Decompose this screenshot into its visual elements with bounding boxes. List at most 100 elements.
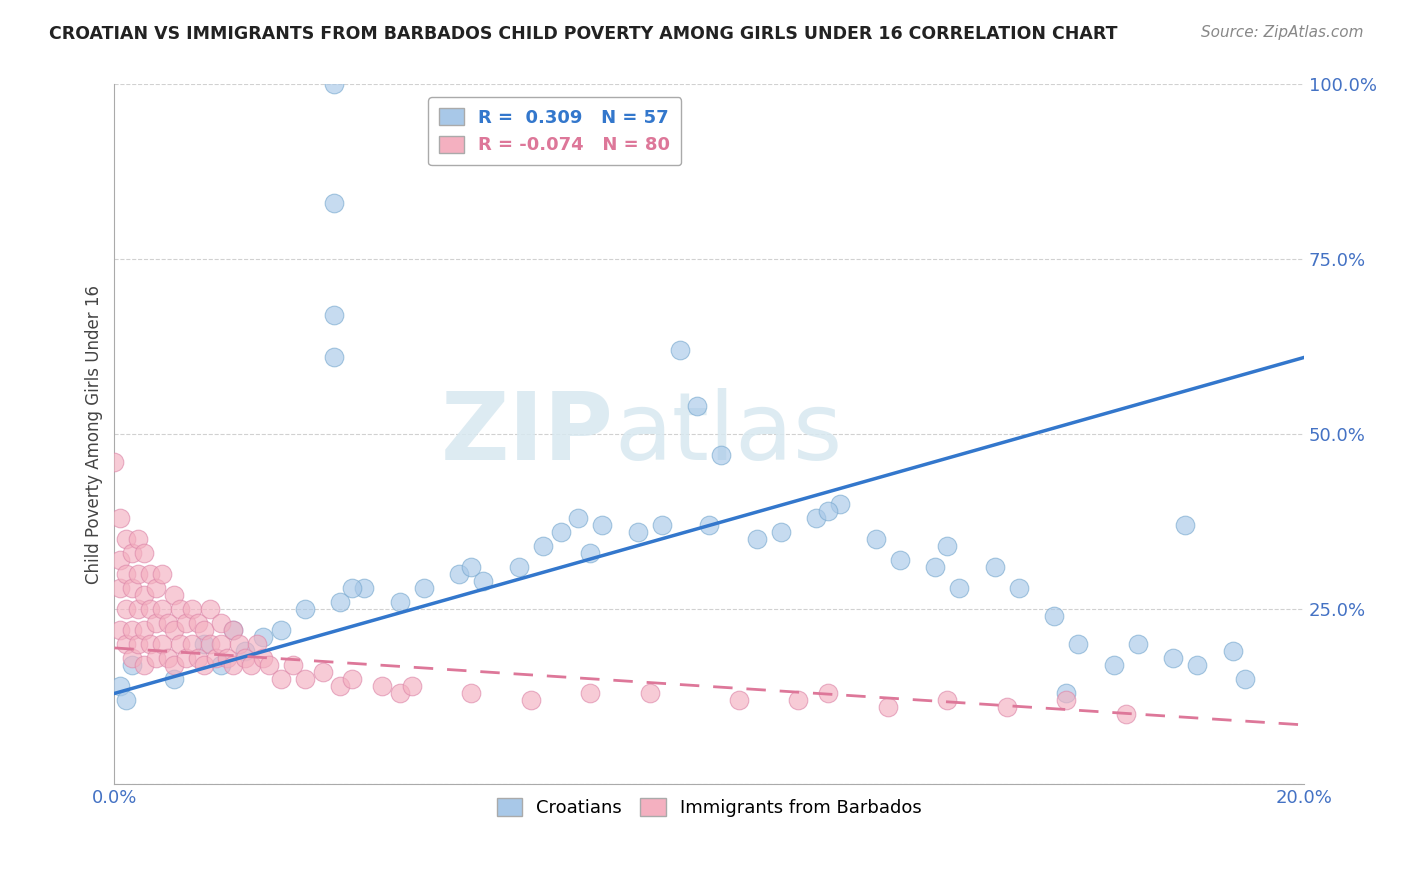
Point (323, 196, 346, 211)
Point (193, 624, 215, 638)
Point (139, 602, 162, 616)
Point (169, 637, 191, 651)
Point (121, 651, 143, 665)
Point (984, 560, 1007, 574)
Point (145, 616, 167, 631)
Point (948, 582, 970, 596)
Point (127, 602, 149, 616)
Point (638, 686, 661, 700)
Point (174, 616, 197, 631)
Point (686, 400, 709, 414)
Point (257, 658, 280, 673)
Point (388, 595, 411, 609)
Point (222, 658, 245, 673)
Point (728, 693, 751, 707)
Point (252, 631, 274, 645)
Text: CROATIAN VS IMMIGRANTS FROM BARBADOS CHILD POVERTY AMONG GIRLS UNDER 16 CORRELAT: CROATIAN VS IMMIGRANTS FROM BARBADOS CHI… (49, 25, 1118, 43)
Point (567, 511, 589, 525)
Point (1054, 693, 1077, 707)
Point (217, 651, 239, 665)
Point (211, 616, 233, 631)
Point (1054, 686, 1077, 700)
Point (817, 686, 839, 700)
Point (311, 665, 333, 680)
Point (769, 525, 792, 540)
Point (222, 624, 245, 638)
Point (1102, 658, 1125, 673)
Y-axis label: Child Poverty Among Girls Under 16: Child Poverty Among Girls Under 16 (86, 285, 103, 584)
Point (591, 518, 613, 533)
Point (127, 637, 149, 651)
Point (924, 560, 946, 574)
Point (121, 624, 143, 638)
Point (163, 673, 186, 687)
Point (270, 624, 292, 638)
Point (198, 637, 221, 651)
Point (150, 602, 173, 616)
Point (1126, 637, 1149, 651)
Point (460, 560, 482, 574)
Point (228, 637, 250, 651)
Text: ZIP: ZIP (441, 388, 614, 481)
Text: Source: ZipAtlas.com: Source: ZipAtlas.com (1201, 25, 1364, 40)
Point (294, 602, 316, 616)
Point (121, 658, 143, 673)
Point (697, 518, 720, 533)
Point (1043, 609, 1066, 624)
Point (115, 637, 138, 651)
Point (110, 624, 132, 638)
Point (329, 595, 352, 609)
Point (1185, 658, 1208, 673)
Point (110, 511, 132, 525)
Point (246, 637, 269, 651)
Point (163, 589, 186, 603)
Point (134, 624, 156, 638)
Point (281, 658, 304, 673)
Point (865, 533, 887, 547)
Point (163, 624, 186, 638)
Point (150, 567, 173, 582)
Point (412, 582, 434, 596)
Point (187, 616, 209, 631)
Point (508, 560, 530, 574)
Point (139, 567, 162, 582)
Point (323, 351, 346, 365)
Point (233, 651, 256, 665)
Point (121, 582, 143, 596)
Point (830, 498, 852, 512)
Point (371, 680, 394, 694)
Point (193, 658, 215, 673)
Point (187, 651, 209, 665)
Point (995, 700, 1018, 714)
Point (240, 658, 263, 673)
Point (745, 533, 768, 547)
Point (876, 700, 898, 714)
Point (668, 343, 690, 358)
Point (472, 574, 495, 589)
Point (1233, 673, 1256, 687)
Point (156, 616, 179, 631)
Point (233, 644, 256, 658)
Point (222, 624, 245, 638)
Point (651, 518, 673, 533)
Point (1067, 637, 1090, 651)
Point (520, 693, 543, 707)
Point (323, 309, 346, 323)
Point (936, 693, 959, 707)
Point (150, 637, 173, 651)
Point (710, 449, 733, 463)
Point (323, 78, 346, 92)
Point (180, 602, 202, 616)
Point (110, 553, 132, 567)
Point (145, 651, 167, 665)
Point (342, 582, 364, 596)
Point (388, 686, 411, 700)
Point (115, 693, 138, 707)
Point (294, 673, 316, 687)
Point (134, 658, 156, 673)
Point (889, 553, 911, 567)
Point (110, 680, 132, 694)
Point (252, 651, 274, 665)
Text: atlas: atlas (614, 388, 842, 481)
Point (127, 567, 149, 582)
